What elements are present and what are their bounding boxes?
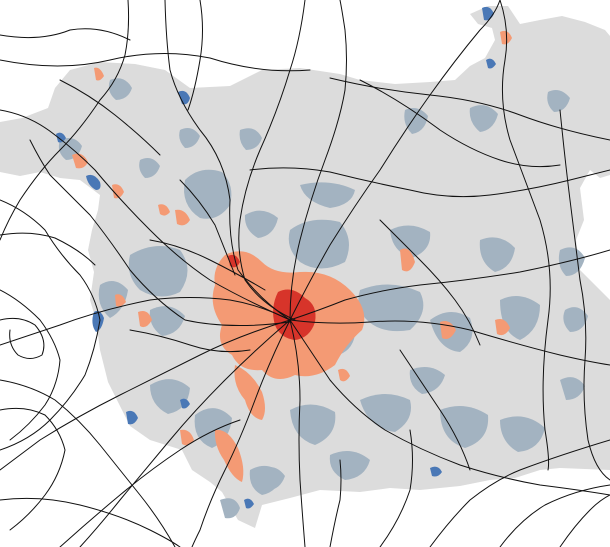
very-low-value-spots xyxy=(56,6,496,509)
